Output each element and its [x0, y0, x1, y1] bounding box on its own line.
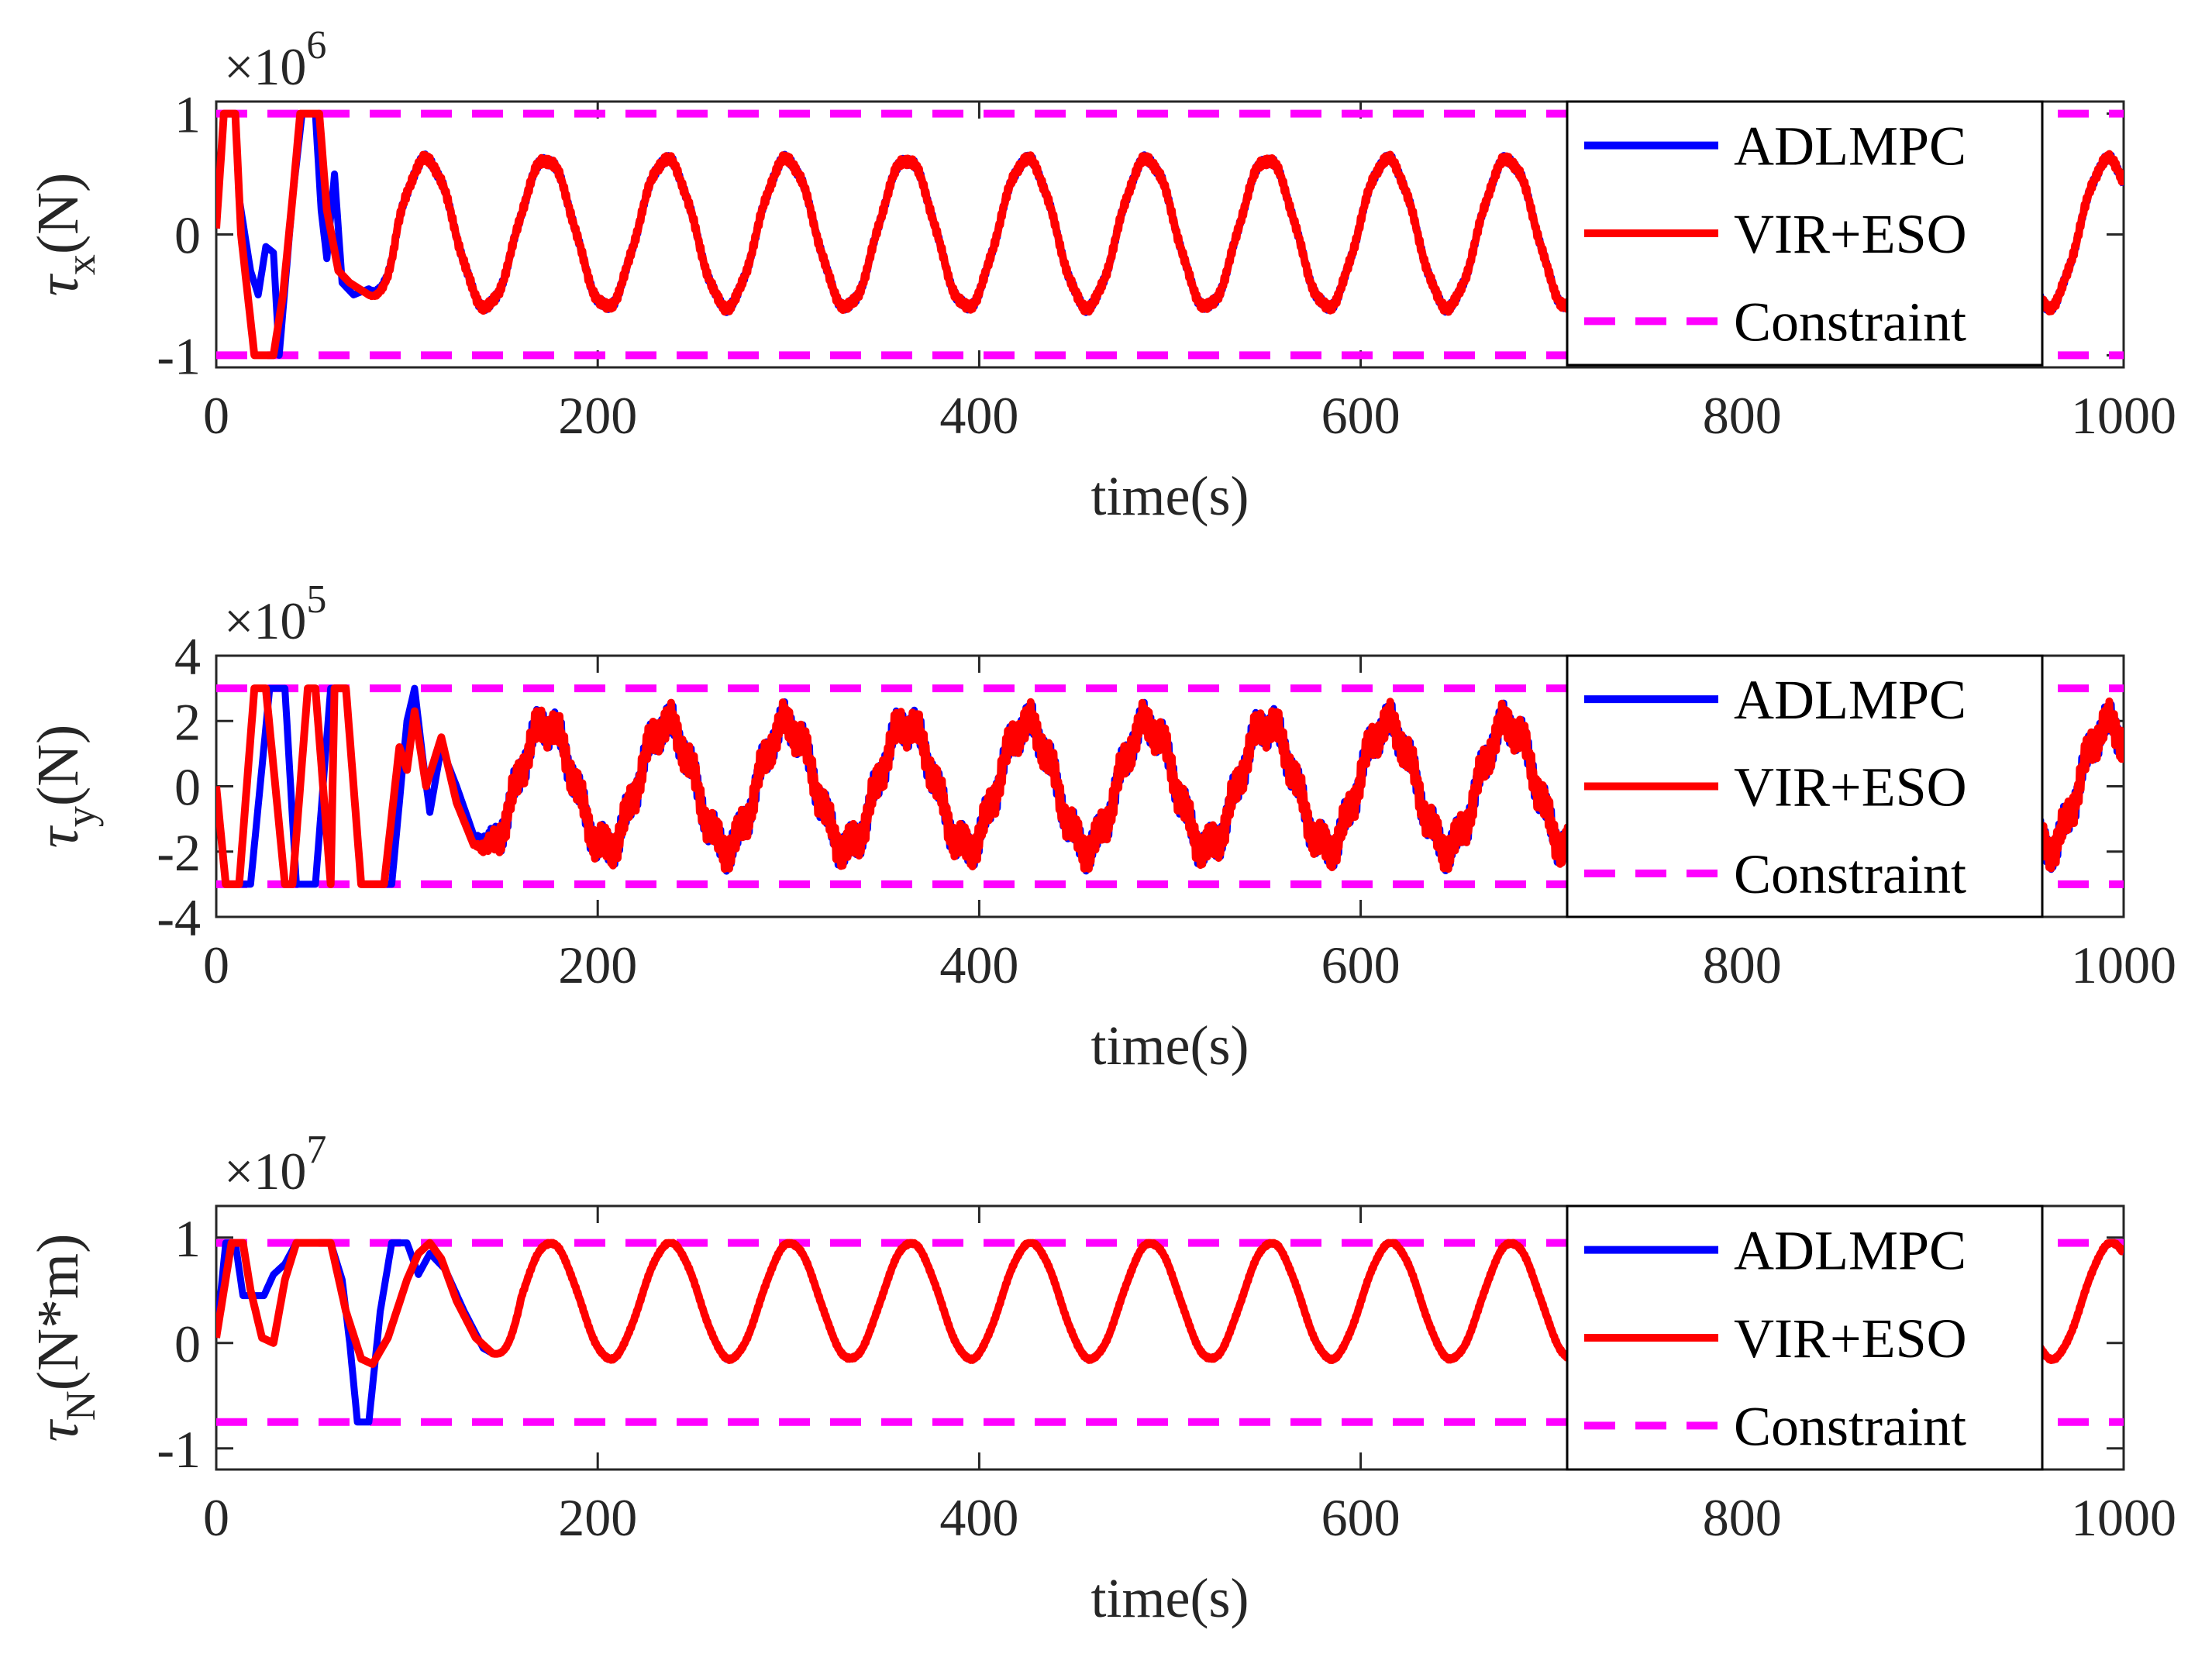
x-tick-label: 1000 — [2071, 1488, 2176, 1547]
x-tick-label: 0 — [203, 935, 229, 994]
chart-panel-tau-y: 0 200 400 600 800 1000-4-2024×105time(s)τy(N)… — [26, 577, 2176, 1077]
legend-label: Constraint — [1734, 291, 1966, 353]
exponent-label: ×106 — [224, 23, 326, 96]
x-tick-label: 0 — [203, 1488, 229, 1547]
x-tick-label: 0 — [203, 386, 229, 445]
x-tick-label: 600 — [1321, 1488, 1401, 1547]
x-tick-label: 400 — [939, 386, 1018, 445]
legend-label: Constraint — [1734, 1395, 1966, 1457]
y-tick-label: 4 — [174, 627, 201, 686]
legend-label: VIR+ESO — [1734, 756, 1967, 818]
y-tick-label: 0 — [174, 1314, 201, 1373]
y-tick-label: -2 — [157, 823, 201, 882]
legend-label: VIR+ESO — [1734, 1308, 1967, 1370]
x-tick-label: 1000 — [2071, 935, 2176, 994]
x-axis-label: time(s) — [1091, 1015, 1249, 1077]
legend-label: ADLMPC — [1734, 669, 1966, 731]
x-tick-label: 1000 — [2071, 386, 2176, 445]
x-tick-label: 200 — [558, 1488, 637, 1547]
x-tick-label: 200 — [558, 935, 637, 994]
y-tick-label: 2 — [174, 692, 201, 751]
x-tick-label: 400 — [939, 935, 1018, 994]
y-tick-label: 1 — [174, 1209, 201, 1268]
y-axis-label: τy(N) — [26, 725, 104, 849]
x-tick-label: 200 — [558, 386, 637, 445]
x-tick-label: 600 — [1321, 386, 1401, 445]
y-tick-label: 1 — [174, 85, 201, 144]
x-tick-label: 600 — [1321, 935, 1401, 994]
x-tick-label: 800 — [1703, 935, 1782, 994]
legend-label: ADLMPC — [1734, 1220, 1966, 1282]
y-tick-label: -1 — [157, 326, 201, 385]
x-tick-label: 800 — [1703, 1488, 1782, 1547]
legend-label: ADLMPC — [1734, 115, 1966, 177]
y-tick-label: 0 — [174, 206, 201, 265]
y-axis-label: τx(N) — [26, 173, 104, 297]
y-tick-label: -4 — [157, 888, 201, 947]
exponent-label: ×105 — [224, 577, 326, 650]
y-tick-label: 0 — [174, 758, 201, 817]
legend: ADLMPC VIR+ESO Constraint — [1566, 654, 2044, 918]
chart-panel-tau-x: 0 200 400 600 800 1000-101×106time(s)τx(N)ADL… — [26, 23, 2176, 527]
y-axis-label: τN(N*m) — [26, 1234, 104, 1442]
y-tick-label: -1 — [157, 1420, 201, 1479]
x-tick-label: 800 — [1703, 386, 1782, 445]
legend-label: Constraint — [1734, 843, 1966, 905]
x-tick-label: 400 — [939, 1488, 1018, 1547]
legend-label: VIR+ESO — [1734, 203, 1967, 265]
x-axis-label: time(s) — [1091, 465, 1249, 527]
legend: ADLMPC VIR+ESO Constraint — [1566, 100, 2044, 367]
x-axis-label: time(s) — [1091, 1567, 1249, 1629]
exponent-label: ×107 — [224, 1128, 326, 1201]
legend: ADLMPC VIR+ESO Constraint — [1566, 1204, 2044, 1471]
